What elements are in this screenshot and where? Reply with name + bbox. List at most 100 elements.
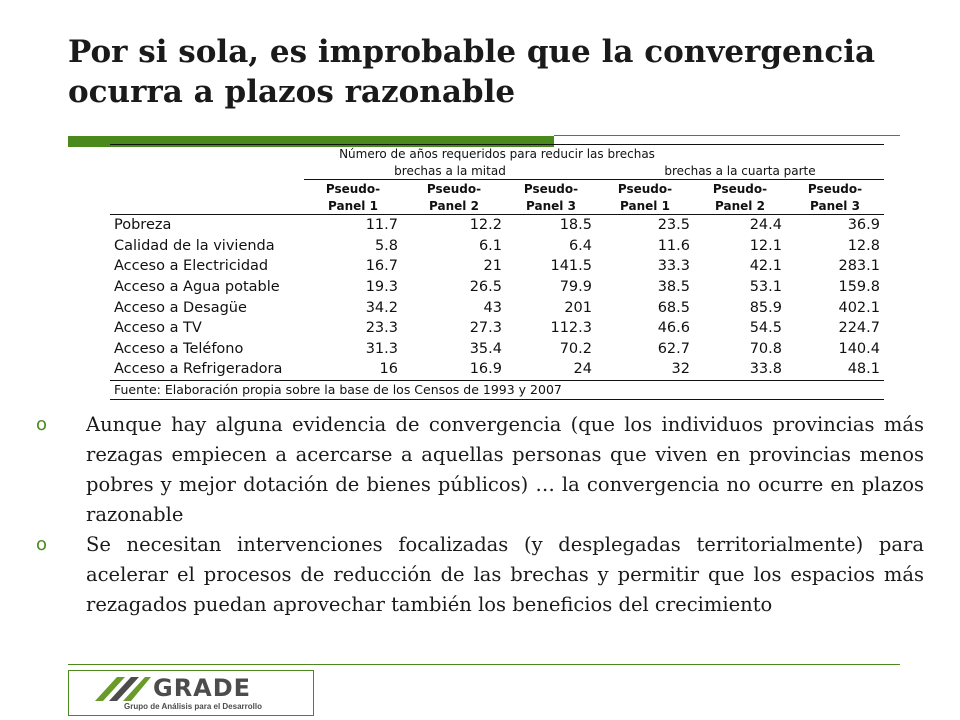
row-label: Acceso a Electricidad [114,258,269,275]
table-cell: 12.2 [469,217,502,234]
row-label: Acceso a Desagüe [114,299,247,316]
panel-header: Panel 3 [786,197,884,215]
bullet-text: Se necesitan intervenciones focalizadas … [86,533,924,616]
table-row: Acceso a Teléfono 31.3 35.4 70.2 62.7 70… [110,339,884,360]
row-label: Acceso a Refrigeradora [110,359,304,381]
row-label: Acceso a Agua potable [114,279,280,296]
table-cell: 46.6 [657,320,690,337]
table-group-row: brechas a la mitad brechas a la cuarta p… [110,162,884,180]
table-cell: 21 [483,258,502,275]
footer-divider [68,664,900,665]
logo-wordmark: GRADE [153,674,252,702]
table-row: Acceso a Desagüe 34.2 43 201 68.5 85.9 4… [110,297,884,318]
table-cell: 16 [304,359,402,381]
table-cell: 23.5 [657,217,690,234]
title-accent-bar [68,136,554,147]
group-header-quarter: brechas a la cuarta parte [596,162,884,180]
table-cell: 283.1 [838,258,880,275]
table-panel-row: Panel 1 Panel 2 Panel 3 Panel 1 Panel 2 … [110,197,884,215]
table-source-note: Fuente: Elaboración propia sobre la base… [110,379,884,400]
table-cell: 224.7 [838,320,880,337]
table-pseudo-row: Pseudo- Pseudo- Pseudo- Pseudo- Pseudo- … [110,180,884,198]
table-cell: 32 [596,359,694,381]
data-table-container: Número de años requeridos para reducir l… [110,144,884,400]
pseudo-header: Pseudo- [325,181,381,196]
table-cell: 23.3 [365,320,398,337]
table-row: Acceso a Agua potable 19.3 26.5 79.9 38.… [110,277,884,298]
table-cell: 24.4 [749,217,782,234]
table-cell: 201 [564,299,592,316]
panel-header: Panel 2 [694,197,786,215]
table-row: Pobreza 11.7 12.2 18.5 23.5 24.4 36.9 [110,215,884,236]
grade-logo: GRADE Grupo de Análisis para el Desarrol… [68,670,314,716]
table-cell: 18.5 [559,217,592,234]
panel-header: Panel 2 [402,197,506,215]
table-cell: 16.9 [402,359,506,381]
table-cell: 38.5 [657,279,690,296]
table-cell: 54.5 [749,320,782,337]
group-header-half: brechas a la mitad [304,162,596,180]
logo-subtitle: Grupo de Análisis para el Desarrollo [124,702,262,711]
table-cell: 79.9 [559,279,592,296]
table-cell: 33.8 [694,359,786,381]
row-label: Calidad de la vivienda [114,237,275,254]
table-caption-row: Número de años requeridos para reducir l… [110,144,884,162]
bullet-list: o Aunque hay alguna evidencia de converg… [36,410,924,620]
table-cell: 16.7 [365,258,398,275]
table-cell: 159.8 [838,279,880,296]
table-row: Acceso a TV 23.3 27.3 112.3 46.6 54.5 22… [110,318,884,339]
table-cell: 19.3 [365,279,398,296]
row-label: Acceso a Teléfono [114,340,244,357]
bullet-marker: o [36,414,48,435]
bullet-marker: o [36,534,48,555]
pseudo-header: Pseudo- [807,181,863,196]
table-row: Acceso a Electricidad 16.7 21 141.5 33.3… [110,256,884,277]
table-row: Calidad de la vivienda 5.8 6.1 6.4 11.6 … [110,236,884,257]
table-caption: Número de años requeridos para reducir l… [110,144,884,162]
slide-title: Por si sola, es improbable que la conver… [68,34,876,110]
bullet-item: o Aunque hay alguna evidencia de converg… [36,410,924,530]
table-row: Acceso a Refrigeradora 16 16.9 24 32 33.… [110,359,884,381]
table-cell: 12.1 [749,237,782,254]
table-cell: 53.1 [749,279,782,296]
table-cell: 26.5 [469,279,502,296]
table-cell: 6.4 [568,237,592,254]
row-label: Pobreza [114,217,172,234]
table-cell: 12.8 [847,237,880,254]
table-cell: 11.6 [657,237,690,254]
table-cell: 68.5 [657,299,690,316]
table-cell: 402.1 [838,299,880,316]
bullet-text: Aunque hay alguna evidencia de convergen… [86,413,924,526]
title-accent-line [554,135,900,136]
table-cell: 70.2 [559,340,592,357]
pseudo-header: Pseudo- [617,181,673,196]
pseudo-header: Pseudo- [712,181,768,196]
table-cell: 35.4 [469,340,502,357]
table-cell: 33.3 [657,258,690,275]
table-cell: 42.1 [749,258,782,275]
table-cell: 24 [506,359,596,381]
table-cell: 70.8 [749,340,782,357]
table-cell: 34.2 [365,299,398,316]
table-cell: 27.3 [469,320,502,337]
table-cell: 62.7 [657,340,690,357]
convergence-table: Número de años requeridos para reducir l… [110,144,884,400]
table-cell: 6.1 [478,237,502,254]
table-cell: 43 [483,299,502,316]
row-label: Acceso a TV [114,320,202,337]
bullet-item: o Se necesitan intervenciones focalizada… [36,530,924,620]
table-cell: 36.9 [847,217,880,234]
table-cell: 141.5 [550,258,592,275]
table-cell: 11.7 [365,217,398,234]
panel-header: Panel 1 [596,197,694,215]
grade-mountain-icon [95,677,151,701]
table-source-row: Fuente: Elaboración propia sobre la base… [110,379,884,400]
table-cell: 140.4 [838,340,880,357]
panel-header: Panel 1 [304,197,402,215]
table-cell: 85.9 [749,299,782,316]
pseudo-header: Pseudo- [426,181,482,196]
panel-header: Panel 3 [506,197,596,215]
table-cell: 5.8 [374,237,398,254]
table-cell: 48.1 [786,359,884,381]
table-cell: 31.3 [365,340,398,357]
